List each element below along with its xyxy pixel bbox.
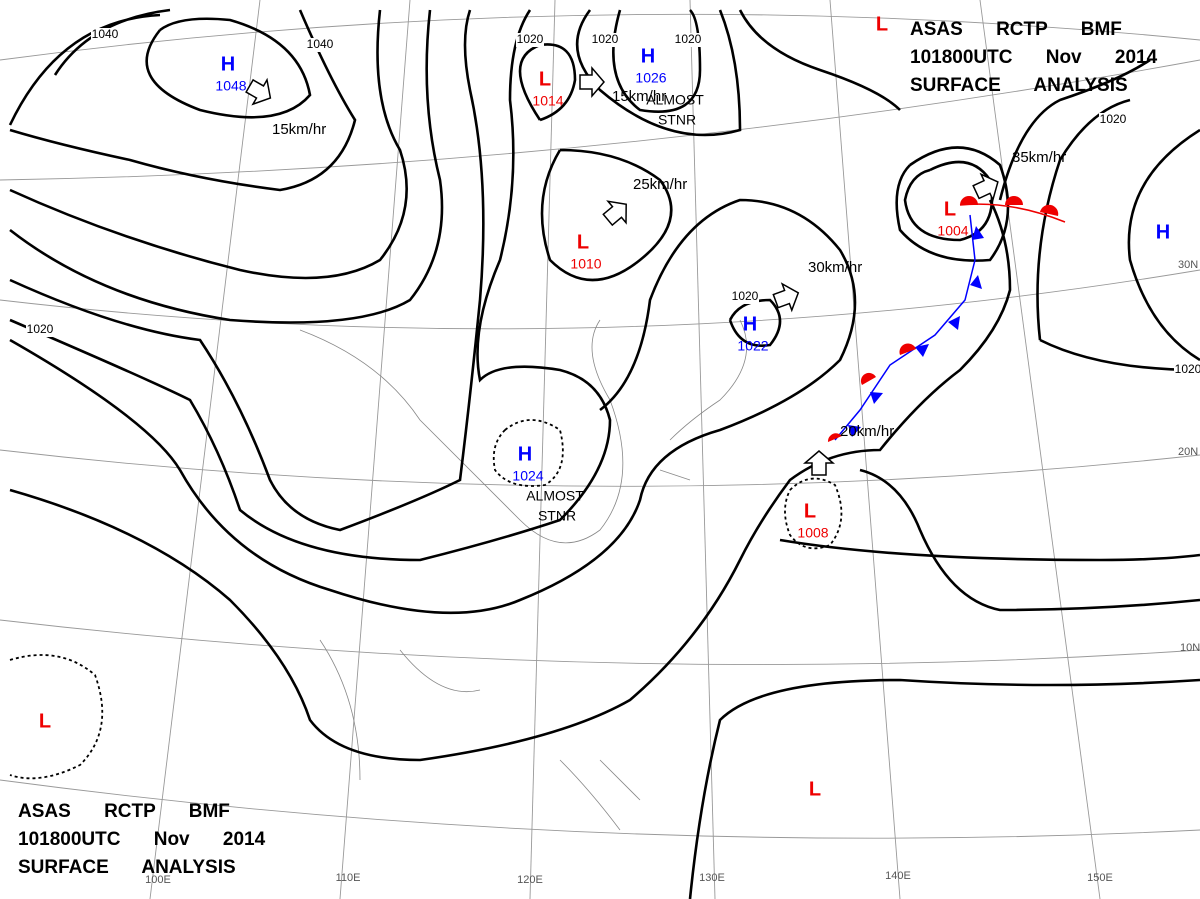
isobar-label: 1020 [592, 32, 619, 46]
footer-line: SURFACE ANALYSIS [18, 857, 236, 878]
lat-label: 10N [1180, 642, 1200, 654]
motion-label: 30km/hr [808, 259, 862, 276]
isobar-label-bg [1099, 113, 1127, 127]
isobar-label-bg [91, 28, 119, 42]
system-letter: L [809, 778, 821, 800]
lon-label: 140E [885, 870, 911, 882]
fronts [827, 196, 1066, 442]
isobar-label-bg [26, 323, 54, 337]
lat-label: 20N [1178, 446, 1198, 458]
motion-label: 20km/hr [840, 423, 894, 440]
system-letter: L [944, 198, 956, 220]
labels: ASAS RCTP BMF 101800UTC Nov 2014 SURFACE A… [18, 13, 1200, 886]
system-letter: H [743, 313, 757, 335]
lon-label: 150E [1087, 872, 1113, 884]
note: STNR [658, 112, 696, 128]
system-letter: L [804, 500, 816, 522]
note: STNR [538, 508, 576, 524]
system-letter: H [518, 443, 532, 465]
isobar-label-bg [1174, 363, 1200, 377]
system-letter: L [39, 710, 51, 732]
footer-line: 101800UTC Nov 2014 [18, 829, 266, 850]
motion-arrows [245, 65, 999, 476]
system-pressure: 1004 [937, 223, 968, 239]
system-letter: H [1156, 221, 1170, 243]
isobar-label-bg [674, 33, 702, 47]
system-pressure: 1014 [532, 93, 563, 109]
system-pressure: 1026 [635, 70, 666, 86]
header-line: ASAS RCTP BMF [910, 19, 1122, 40]
system-pressure: 1048 [215, 78, 246, 94]
isobar-label: 1020 [517, 32, 544, 46]
system-pressure: 1008 [797, 525, 828, 541]
isobar-label: 1040 [307, 37, 334, 51]
system-letter: L [876, 13, 888, 35]
note: ALMOST [646, 92, 704, 108]
system-letter: L [577, 231, 589, 253]
isobar-label: 1020 [1100, 112, 1127, 126]
motion-label: 35km/hr [1012, 149, 1066, 166]
isobar-label: 1020 [1175, 362, 1200, 376]
system-pressure: 1024 [512, 468, 543, 484]
header-line: 101800UTC Nov 2014 [910, 47, 1158, 68]
system-pressure: 1010 [570, 256, 601, 272]
isobar-label-bg [516, 33, 544, 47]
system-letter: L [539, 68, 551, 90]
isobars [8, 8, 1200, 899]
motion-label: 15km/hr [272, 121, 326, 138]
system-letter: H [641, 45, 655, 67]
isobar-label: 1020 [675, 32, 702, 46]
motion-label: 15km/hr [612, 88, 666, 105]
isobar-label: 1040 [92, 27, 119, 41]
lon-label: 110E [336, 872, 361, 884]
isobar-label-bg [591, 33, 619, 47]
header-line: SURFACE ANALYSIS [910, 75, 1128, 96]
footer-line: ASAS RCTP BMF [18, 801, 230, 822]
lon-label: 130E [699, 872, 725, 884]
lon-label: 120E [517, 874, 543, 886]
system-letter: H [221, 53, 235, 75]
isobar-label: 1020 [732, 289, 759, 303]
motion-label: 25km/hr [633, 176, 687, 193]
lat-label: 30N [1178, 259, 1198, 271]
note: ALMOST [526, 488, 584, 504]
isobar-label-bg [306, 38, 334, 52]
isobar-label: 1020 [27, 322, 54, 336]
system-pressure: 1022 [737, 338, 768, 354]
isobar-label-bg [731, 290, 759, 304]
lon-label: 100E [145, 874, 171, 886]
